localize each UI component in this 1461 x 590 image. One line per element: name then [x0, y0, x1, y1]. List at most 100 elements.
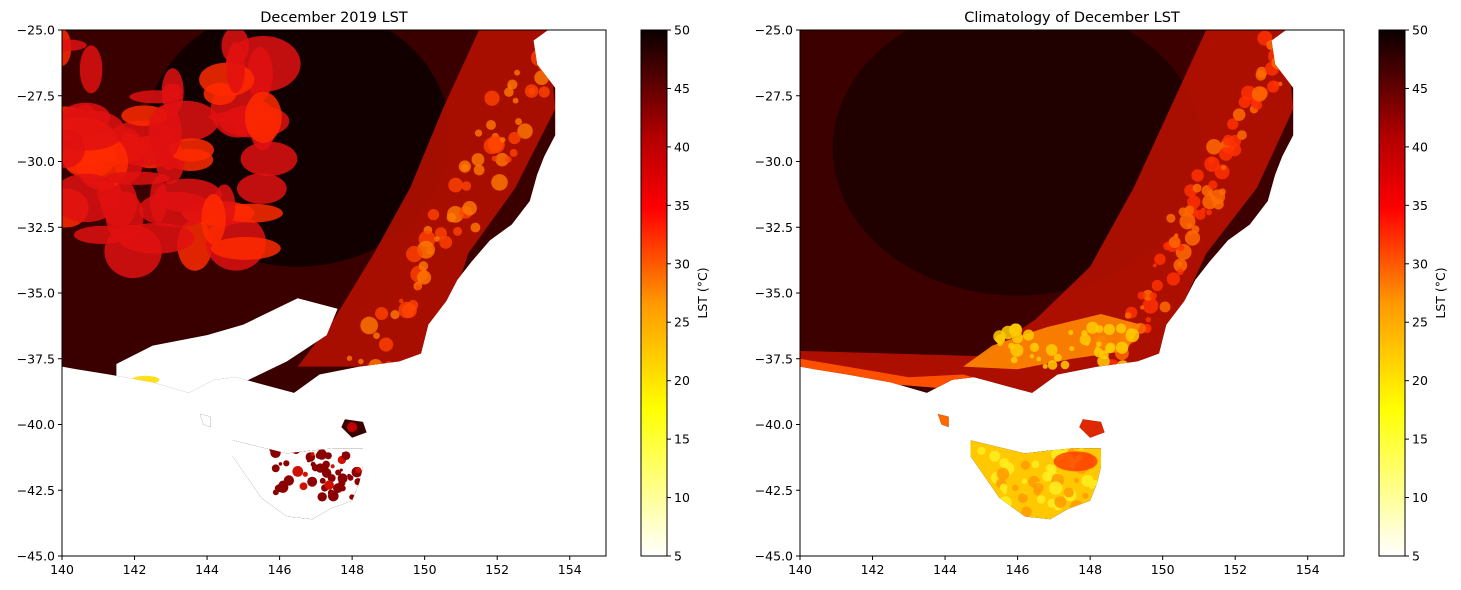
lst-patch	[226, 41, 245, 94]
tas-speck	[317, 492, 327, 502]
lst-patch	[240, 141, 298, 177]
lst-coast-speck	[398, 301, 416, 319]
lst-coast-speck	[1124, 312, 1132, 319]
tas-speck	[999, 483, 1008, 492]
panel-climatology: Climatology of December LST 140 142 144 146 1…	[755, 10, 1448, 577]
x-tick-label: 152	[485, 562, 509, 577]
tas-speck	[330, 464, 335, 469]
tas-speck	[327, 490, 339, 502]
tas-speck	[315, 452, 323, 459]
lst-alps-speck	[1069, 346, 1075, 352]
lst-alps-speck	[1095, 325, 1104, 334]
colorbar-tick-label: 15	[1412, 432, 1428, 447]
lst-coast-speck	[1202, 194, 1218, 210]
lst-coast-speck	[1152, 263, 1157, 268]
lst-coast-speck	[1206, 139, 1222, 155]
colorbar-tick-label: 5	[1412, 549, 1420, 564]
lst-coast-speck	[1222, 134, 1234, 146]
lst-alps-speck	[1029, 342, 1040, 353]
x-tick-label: 144	[933, 562, 957, 577]
lst-coast-speck	[1168, 236, 1181, 249]
tas-speck	[1082, 492, 1089, 500]
tas-speck	[1047, 498, 1057, 508]
colorbar-tick-label: 40	[674, 139, 690, 154]
y-tick-label: −27.5	[17, 88, 55, 103]
colorbar-tick-label: 30	[674, 256, 690, 271]
colorbar-tick-label: 10	[674, 490, 690, 505]
lst-coast-speck	[435, 227, 447, 240]
colorbar-tick-label: 50	[674, 23, 690, 38]
lst-coast-speck	[474, 129, 483, 137]
lst-coast-speck	[1166, 213, 1176, 223]
lst-coast-speck	[1241, 85, 1257, 101]
lst-coast-speck	[1267, 80, 1280, 93]
tas-speck	[322, 460, 330, 469]
y-tick-label: −45.0	[17, 549, 55, 564]
lst-coast-speck	[373, 332, 380, 340]
lst-coast-speck	[448, 177, 463, 193]
lst-coast-speck	[1177, 268, 1184, 276]
x-tick-label: 154	[1296, 562, 1320, 577]
tas-speck	[324, 480, 334, 490]
lst-coast-speck	[504, 155, 512, 163]
colorbar-tick-label: 10	[1412, 490, 1428, 505]
lst-coast-speck	[1184, 205, 1195, 216]
lst-alps-speck	[1029, 354, 1035, 359]
colorbar-tick-label: 20	[674, 373, 690, 388]
tas-speck	[1036, 495, 1046, 504]
lst-coast-speck	[390, 310, 400, 320]
lst-patch	[79, 45, 103, 94]
lst-alps-speck	[1047, 360, 1058, 370]
colorbar-tick-label: 50	[1412, 23, 1428, 38]
lst-coast-speck	[1192, 183, 1202, 193]
lst-alps-speck	[1096, 341, 1102, 347]
tas-speck	[347, 473, 351, 478]
lst-alps-speck	[1125, 328, 1140, 343]
colorbar-tick-label: 25	[1412, 315, 1428, 330]
lst-alps-speck	[1045, 344, 1058, 356]
y-tick-label: −37.5	[755, 351, 793, 366]
x-tick-label: 148	[340, 562, 364, 577]
x-tick-label: 146	[1006, 562, 1030, 577]
x-tick-label: 142	[861, 562, 885, 577]
tas-warm	[1053, 451, 1098, 472]
lst-alps-speck	[995, 334, 1006, 345]
lst-alps-speck	[1103, 323, 1115, 336]
lst-coast-speck	[1227, 118, 1239, 130]
lst-coast-speck	[461, 181, 472, 191]
lst-coast-speck	[515, 118, 523, 126]
colorbar-tick-label: 30	[1412, 256, 1428, 271]
flinders-field	[1079, 419, 1105, 438]
tas-speck	[311, 464, 319, 472]
lst-coast-speck	[514, 69, 520, 76]
lst-alps-speck	[1012, 332, 1024, 344]
lst-coast-speck	[1232, 108, 1246, 121]
x-tick-label: 150	[1151, 562, 1175, 577]
lst-coast-speck	[1228, 143, 1242, 157]
colorbar-tick-label: 25	[674, 315, 690, 330]
tas-speck	[307, 476, 318, 487]
x-tick-label: 150	[413, 562, 437, 577]
tas-speck	[996, 467, 1010, 481]
tas-speck	[339, 485, 346, 492]
tas-speck	[1074, 478, 1080, 484]
lst-coast-speck	[1221, 165, 1227, 171]
lst-coast-speck	[500, 137, 506, 143]
x-tick-label: 154	[558, 562, 582, 577]
colorbar-label: LST (°C)	[695, 267, 710, 318]
lst-coast-speck	[487, 135, 504, 152]
lst-coast-speck	[1255, 70, 1267, 81]
lst-coast-speck	[1142, 297, 1159, 314]
lst-coast-speck	[473, 164, 485, 176]
colorbar-tick-label: 45	[1412, 81, 1428, 96]
colorbar-tick-label: 5	[674, 549, 682, 564]
king-field	[937, 414, 949, 428]
lst-coast-speck	[1191, 169, 1204, 182]
lst-coast-speck	[504, 87, 514, 97]
lst-coast-speck	[415, 285, 421, 291]
colorbar	[1378, 29, 1406, 557]
tas-speck	[1048, 464, 1057, 474]
tas-speck	[1089, 483, 1095, 490]
nodata-region	[116, 298, 338, 396]
lst-coast-speck	[1251, 86, 1268, 102]
